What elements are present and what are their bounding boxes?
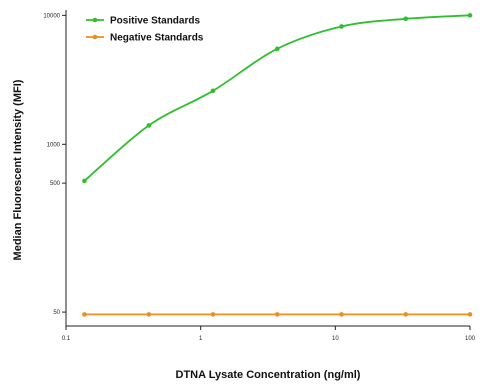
legend-label-positive-standards: Positive Standards: [110, 16, 200, 27]
negative-standards-point: [274, 312, 280, 317]
positive-standards-point: [82, 178, 87, 184]
negative-standards-point: [467, 312, 473, 317]
x-tick-label: 10: [332, 336, 339, 342]
x-tick-label: 1: [199, 336, 203, 342]
y-tick-label: 1000: [47, 142, 61, 148]
positive-standards-point: [467, 13, 473, 18]
axes: [65, 10, 470, 327]
legend-marker-negative-standards: [92, 34, 98, 40]
positive-standards-point: [403, 16, 409, 22]
negative-standards-point: [82, 312, 87, 317]
x-tick-label: 0.1: [62, 336, 71, 342]
x-tick-label: 100: [465, 336, 476, 342]
positive-standards-point: [339, 24, 344, 29]
x-axis-ticks: 0.1 1 10 100: [62, 326, 476, 342]
y-tick-label: 500: [50, 181, 61, 187]
y-axis-title: Median Fluorescent Intensity (MFI): [12, 79, 24, 260]
negative-standards-point: [146, 312, 152, 317]
legend-marker-positive-standards: [92, 17, 98, 23]
positive-standards-point: [146, 123, 152, 128]
positive-standards-point: [274, 46, 280, 52]
legend-label-negative-standards: Negative Standards: [110, 33, 204, 44]
series-layer: [82, 13, 473, 317]
y-tick-label: 50: [53, 310, 60, 316]
positive-standards-point: [210, 88, 216, 94]
negative-standards-point: [210, 312, 216, 317]
legend: Positive Standards Negative Standards: [86, 16, 204, 44]
x-axis-title: DTNA Lysate Concentration (ng/ml): [176, 369, 361, 381]
negative-standards-point: [403, 312, 409, 317]
y-axis-ticks: 50 500 1000 10000: [43, 13, 66, 316]
negative-standards-point: [339, 312, 344, 317]
y-tick-label: 10000: [43, 13, 60, 19]
